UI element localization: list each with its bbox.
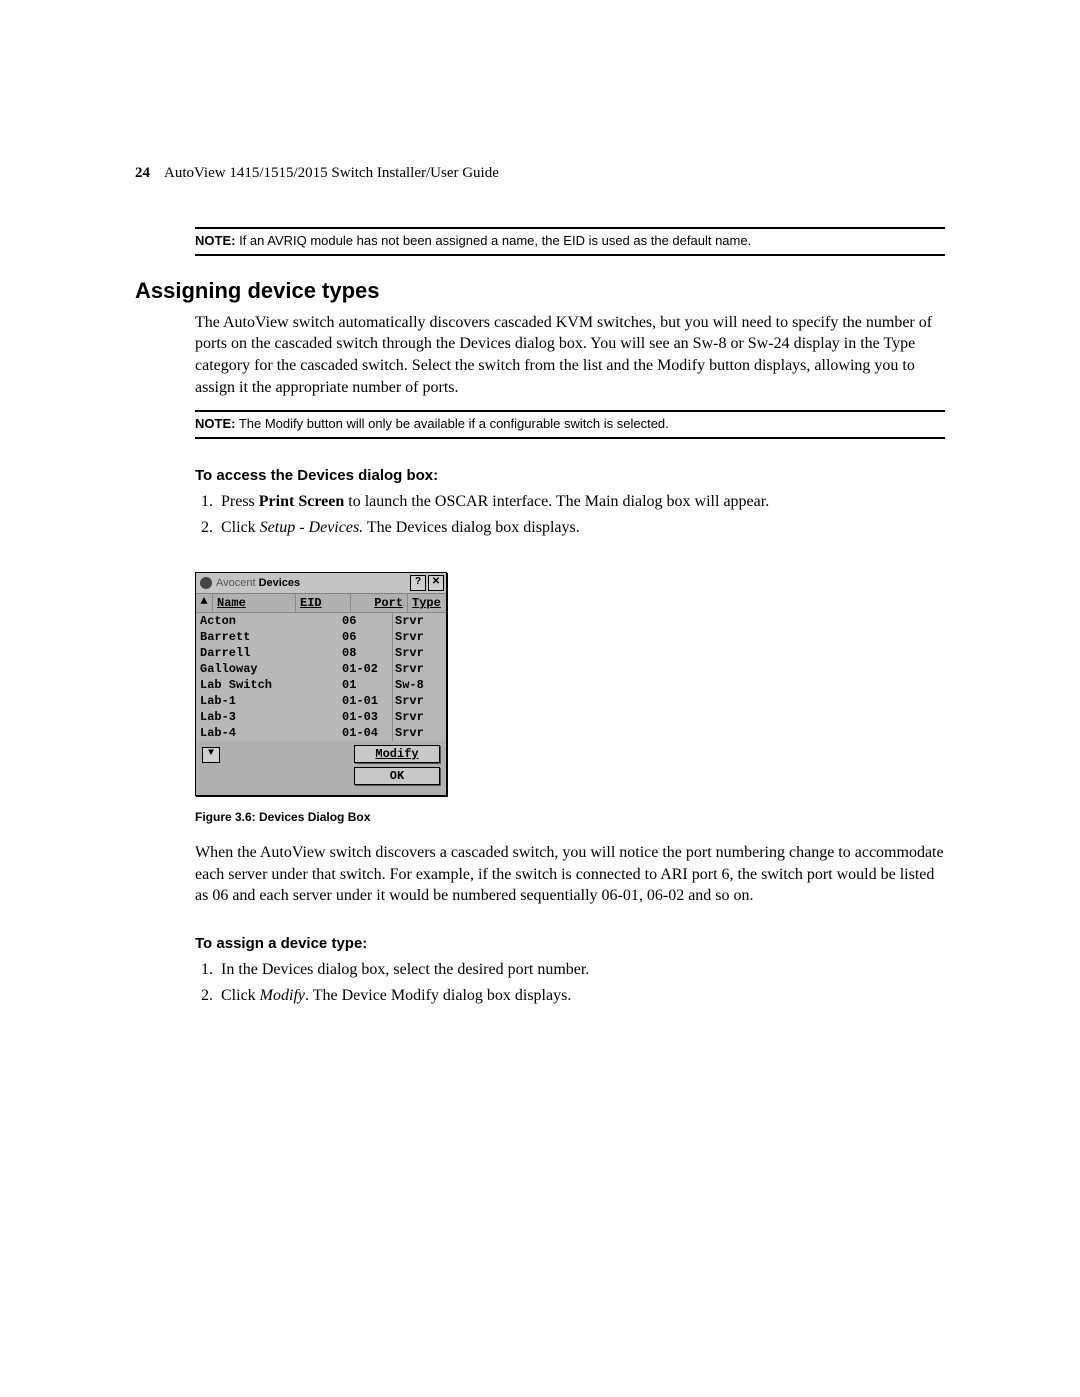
doc-title: AutoView 1415/1515/2015 Switch Installer… bbox=[164, 165, 499, 181]
table-row[interactable]: Darrell08Srvr bbox=[196, 645, 446, 661]
note-label: NOTE: bbox=[195, 233, 235, 248]
steps-assign: In the Devices dialog box, select the de… bbox=[195, 958, 945, 1008]
ok-button[interactable]: OK bbox=[354, 767, 440, 785]
avocent-logo-icon bbox=[200, 577, 212, 589]
dialog-title: Devices bbox=[259, 577, 410, 589]
step-1: Press Print Screen to launch the OSCAR i… bbox=[217, 490, 945, 514]
col-name[interactable]: Name bbox=[213, 594, 296, 612]
page-number: 24 bbox=[135, 165, 150, 181]
scroll-down-icon[interactable]: ▼ bbox=[202, 747, 220, 763]
table-row[interactable]: Galloway01-02Srvr bbox=[196, 661, 446, 677]
note-text: The Modify button will only be available… bbox=[235, 416, 668, 431]
subheading-access: To access the Devices dialog box: bbox=[195, 467, 945, 484]
col-eid[interactable]: EID bbox=[296, 594, 351, 612]
subheading-assign: To assign a device type: bbox=[195, 935, 945, 952]
page-header: 24 AutoView 1415/1515/2015 Switch Install… bbox=[135, 165, 945, 182]
device-rows: Acton06Srvr Barrett06Srvr Darrell08Srvr … bbox=[196, 613, 446, 741]
col-type[interactable]: Type bbox=[408, 594, 446, 612]
step-2: Click Setup - Devices. The Devices dialo… bbox=[217, 516, 945, 540]
document-page: 24 AutoView 1415/1515/2015 Switch Install… bbox=[0, 0, 1080, 1120]
col-port[interactable]: Port bbox=[351, 594, 408, 612]
note-label: NOTE: bbox=[195, 416, 235, 431]
note-box-1: NOTE: If an AVRIQ module has not been as… bbox=[195, 227, 945, 256]
sort-up-icon[interactable]: ▲ bbox=[196, 594, 213, 612]
step-1: In the Devices dialog box, select the de… bbox=[217, 958, 945, 982]
table-row[interactable]: Barrett06Srvr bbox=[196, 629, 446, 645]
steps-access: Press Print Screen to launch the OSCAR i… bbox=[195, 490, 945, 540]
close-button[interactable]: ✕ bbox=[428, 575, 444, 591]
table-row[interactable]: Lab Switch01Sw-8 bbox=[196, 677, 446, 693]
paragraph-1: The AutoView switch automatically discov… bbox=[195, 312, 945, 398]
note-box-2: NOTE: The Modify button will only be ava… bbox=[195, 410, 945, 439]
table-row[interactable]: Acton06Srvr bbox=[196, 613, 446, 629]
dialog-brand: Avocent bbox=[216, 577, 256, 589]
table-row[interactable]: Lab-401-04Srvr bbox=[196, 725, 446, 741]
paragraph-2: When the AutoView switch discovers a cas… bbox=[195, 842, 945, 907]
column-headers: ▲ Name EID Port Type bbox=[196, 594, 446, 613]
dialog-footer: ▼ Modify OK bbox=[196, 741, 446, 795]
dialog-figure: Avocent Devices ? ✕ ▲ Name EID Port Type… bbox=[195, 572, 945, 796]
modify-button[interactable]: Modify bbox=[354, 745, 440, 763]
table-row[interactable]: Lab-101-01Srvr bbox=[196, 693, 446, 709]
section-heading: Assigning device types bbox=[135, 278, 945, 304]
devices-dialog: Avocent Devices ? ✕ ▲ Name EID Port Type… bbox=[195, 572, 447, 796]
dialog-titlebar: Avocent Devices ? ✕ bbox=[196, 573, 446, 594]
figure-caption: Figure 3.6: Devices Dialog Box bbox=[195, 810, 945, 824]
note-text: If an AVRIQ module has not been assigned… bbox=[235, 233, 751, 248]
table-row[interactable]: Lab-301-03Srvr bbox=[196, 709, 446, 725]
step-2: Click Modify. The Device Modify dialog b… bbox=[217, 984, 945, 1008]
help-button[interactable]: ? bbox=[410, 575, 426, 591]
